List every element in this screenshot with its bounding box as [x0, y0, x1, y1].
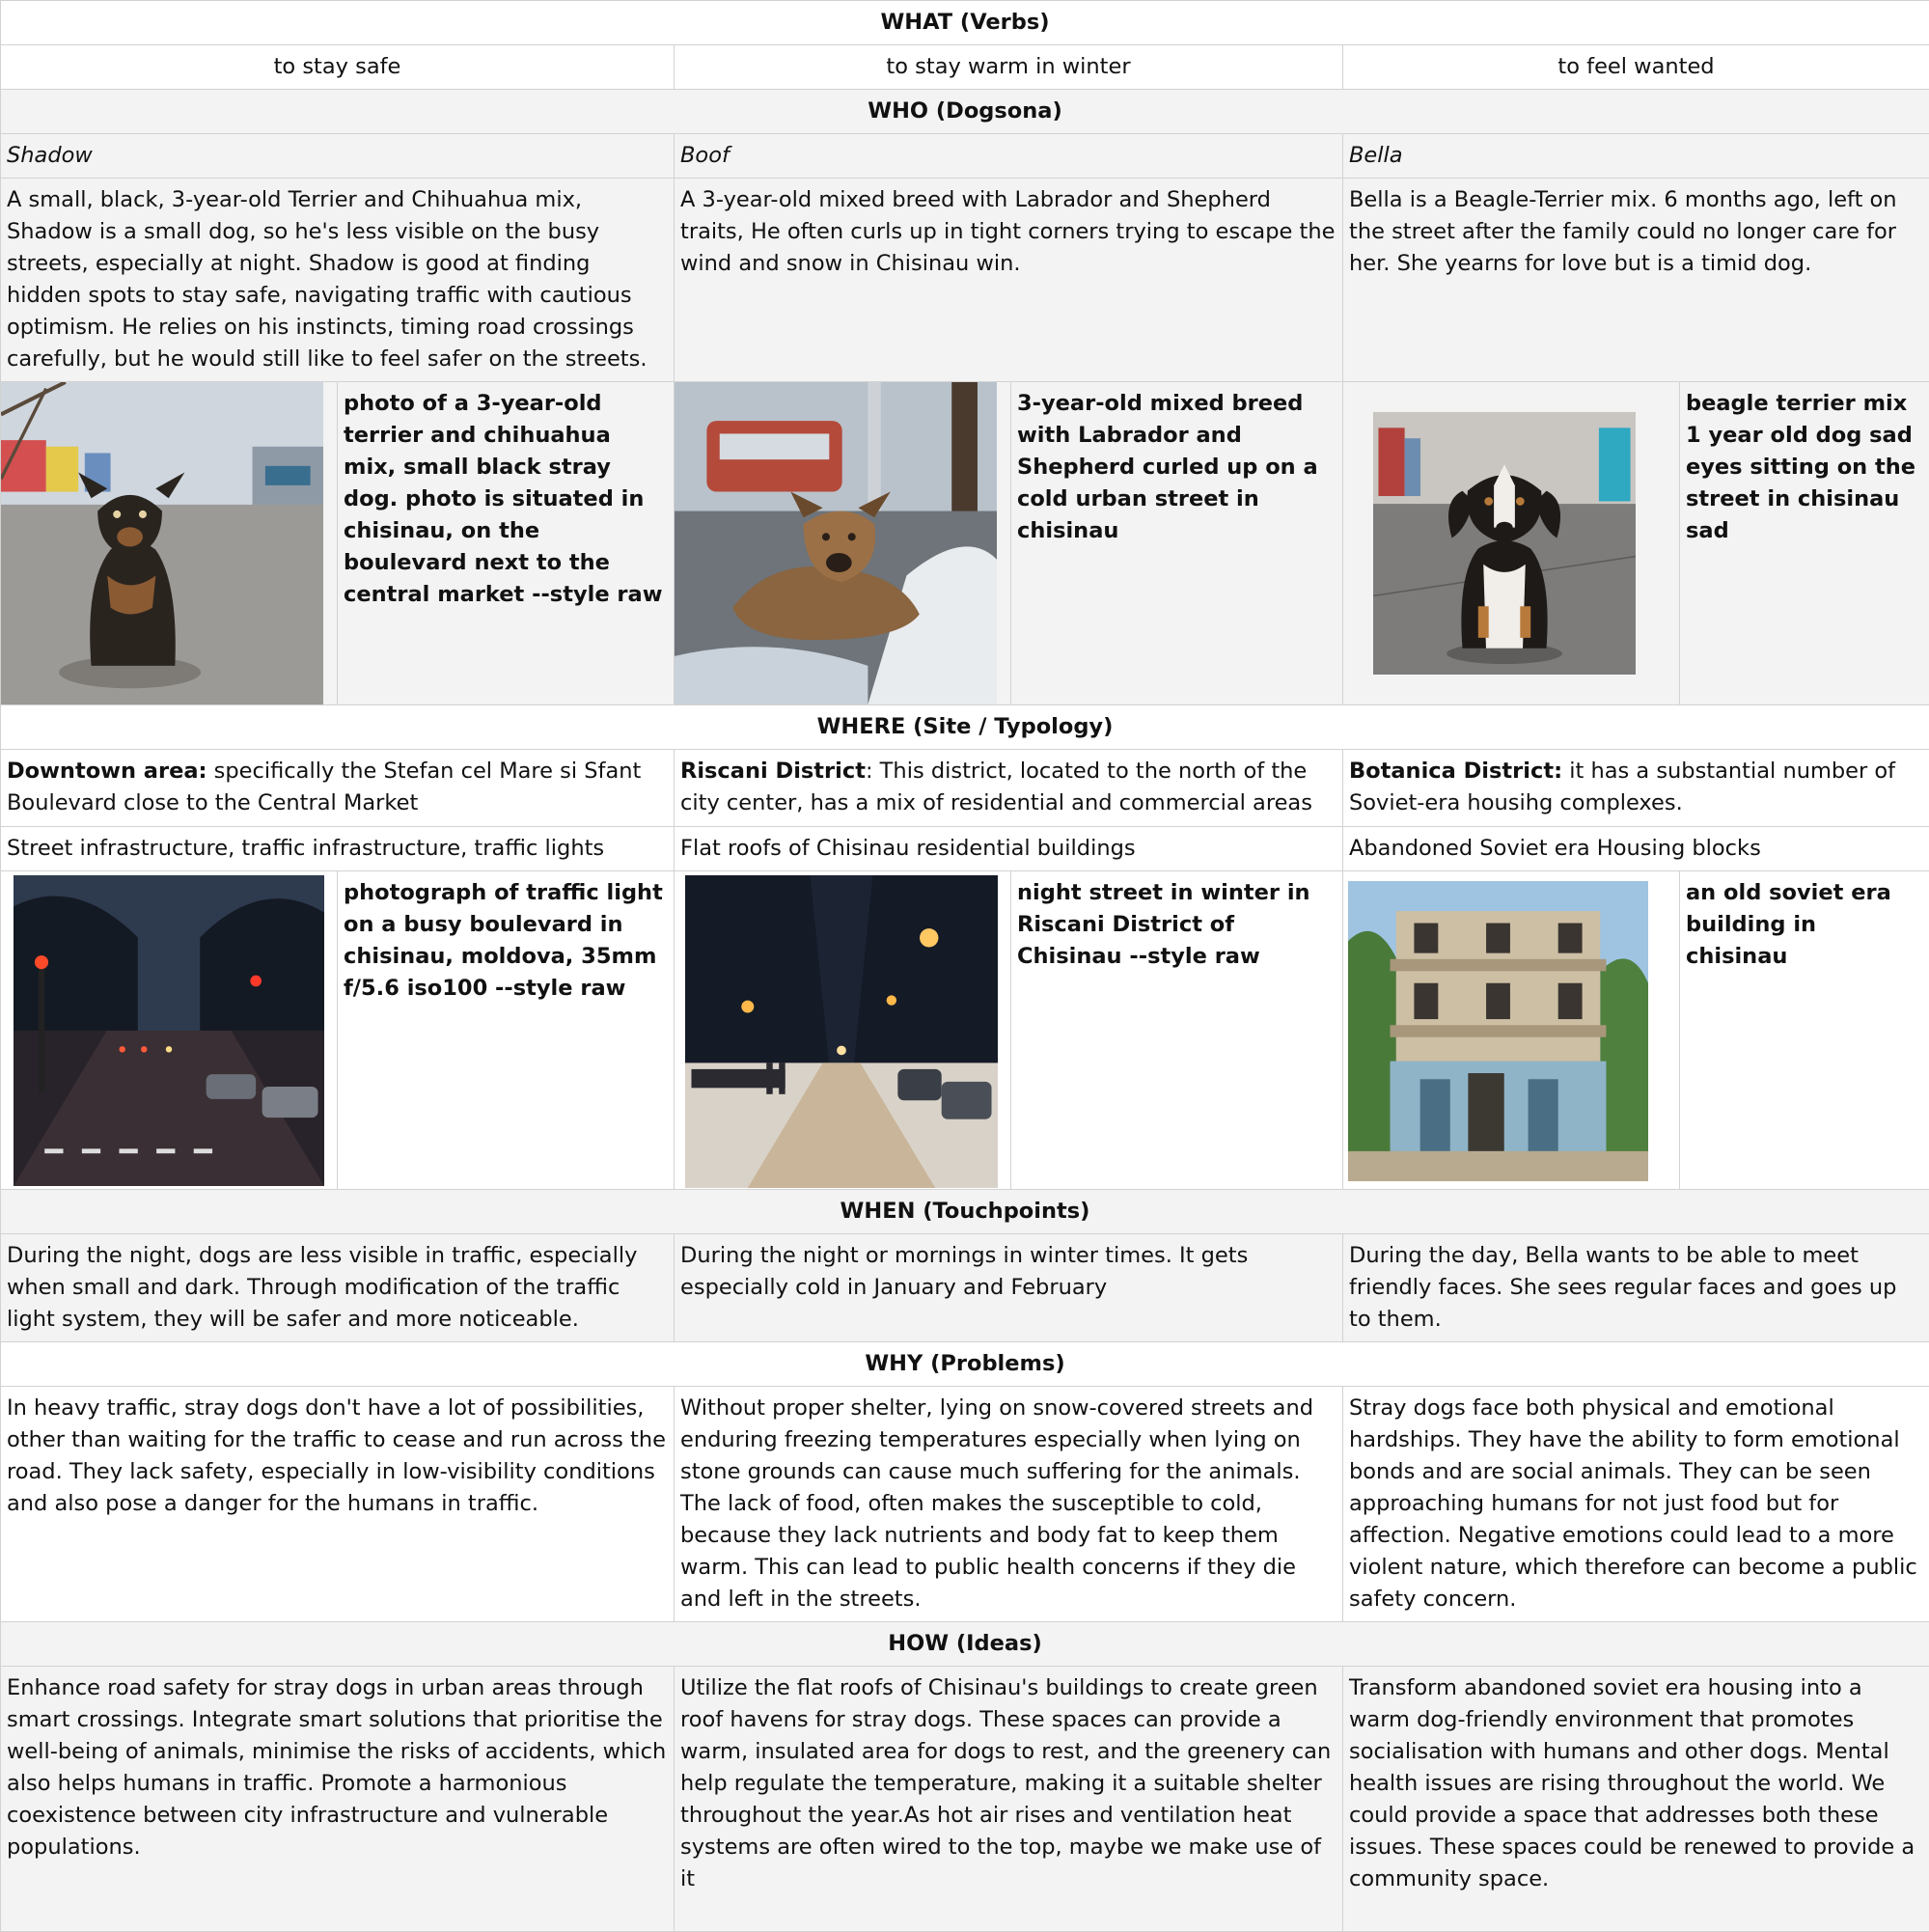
touchpoint-cell[interactable]: During the night or mornings in winter t…	[675, 1234, 1343, 1342]
touchpoint-cell[interactable]: During the night, dogs are less visible …	[1, 1234, 675, 1342]
site-cell[interactable]: Botanica District: it has a substantial …	[1343, 750, 1929, 827]
site-image-cell[interactable]: night street in winter in Riscani Distri…	[675, 871, 1343, 1190]
dogsona-image-cell[interactable]: photo of a 3-year-old terrier and chihua…	[1, 382, 675, 705]
dogsona-description[interactable]: A 3-year-old mixed breed with Labrador a…	[675, 179, 1343, 382]
problem-cell[interactable]: Stray dogs face both physical and emotio…	[1343, 1387, 1929, 1622]
image-column	[1343, 382, 1680, 704]
image-prompt[interactable]: night street in winter in Riscani Distri…	[1011, 871, 1342, 1189]
how-heading[interactable]: HOW (Ideas)	[1, 1622, 1929, 1667]
site-image-cell[interactable]: an old soviet era building in chisinau	[1343, 871, 1929, 1190]
verb-cell[interactable]: to feel wanted	[1343, 45, 1929, 90]
dogsona-image-cell[interactable]: beagle terrier mix 1 year old dog sad ey…	[1343, 382, 1929, 705]
who-heading[interactable]: WHO (Dogsona)	[1, 90, 1929, 134]
site-cell[interactable]: Downtown area: specifically the Stefan c…	[1, 750, 675, 827]
dogsona-description[interactable]: A small, black, 3-year-old Terrier and C…	[1, 179, 675, 382]
image-prompt[interactable]: photo of a 3-year-old terrier and chihua…	[338, 382, 674, 704]
idea-cell[interactable]: Enhance road safety for stray dogs in ur…	[1, 1667, 675, 1932]
image-column	[675, 871, 1011, 1189]
site-lead: Riscani District	[680, 759, 866, 784]
dogsona-description[interactable]: Bella is a Beagle-Terrier mix. 6 months …	[1343, 179, 1929, 382]
dog-photo-image	[675, 382, 997, 704]
image-column	[1343, 871, 1680, 1189]
typology-cell[interactable]: Flat roofs of Chisinau residential build…	[675, 827, 1343, 871]
dogsona-name[interactable]: Boof	[675, 134, 1343, 179]
image-column	[1, 871, 338, 1189]
image-prompt[interactable]: 3-year-old mixed breed with Labrador and…	[1011, 382, 1342, 704]
image-prompt[interactable]: beagle terrier mix 1 year old dog sad ey…	[1680, 382, 1929, 704]
dogsona-image-cell[interactable]: 3-year-old mixed breed with Labrador and…	[675, 382, 1343, 705]
dog-photo-image	[1, 382, 323, 704]
winter-street-photo-image	[685, 875, 998, 1188]
dogsona-name[interactable]: Bella	[1343, 134, 1929, 179]
idea-cell[interactable]: Utilize the flat roofs of Chisinau's bui…	[675, 1667, 1343, 1932]
verb-cell[interactable]: to stay safe	[1, 45, 675, 90]
typology-cell[interactable]: Street infrastructure, traffic infrastru…	[1, 827, 675, 871]
soviet-building-photo-image	[1348, 881, 1648, 1181]
site-lead: Botanica District:	[1349, 759, 1562, 784]
when-heading[interactable]: WHEN (Touchpoints)	[1, 1190, 1929, 1234]
site-lead: Downtown area:	[7, 759, 207, 784]
what-heading[interactable]: WHAT (Verbs)	[1, 1, 1929, 45]
traffic-light-photo-image	[14, 875, 324, 1186]
verb-cell[interactable]: to stay warm in winter	[675, 45, 1343, 90]
touchpoint-cell[interactable]: During the day, Bella wants to be able t…	[1343, 1234, 1929, 1342]
image-prompt[interactable]: photograph of traffic light on a busy bo…	[338, 871, 674, 1189]
image-column	[1, 382, 338, 704]
problem-cell[interactable]: Without proper shelter, lying on snow-co…	[675, 1387, 1343, 1622]
image-column	[675, 382, 1011, 704]
idea-cell[interactable]: Transform abandoned soviet era housing i…	[1343, 1667, 1929, 1932]
problem-cell[interactable]: In heavy traffic, stray dogs don't have …	[1, 1387, 675, 1622]
where-heading[interactable]: WHERE (Site / Typology)	[1, 705, 1929, 750]
site-image-cell[interactable]: photograph of traffic light on a busy bo…	[1, 871, 675, 1190]
dog-photo-image	[1373, 412, 1636, 675]
typology-cell[interactable]: Abandoned Soviet era Housing blocks	[1343, 827, 1929, 871]
site-cell[interactable]: Riscani District: This district, located…	[675, 750, 1343, 827]
dogsona-name[interactable]: Shadow	[1, 134, 675, 179]
image-prompt[interactable]: an old soviet era building in chisinau	[1680, 871, 1929, 1189]
why-heading[interactable]: WHY (Problems)	[1, 1342, 1929, 1387]
